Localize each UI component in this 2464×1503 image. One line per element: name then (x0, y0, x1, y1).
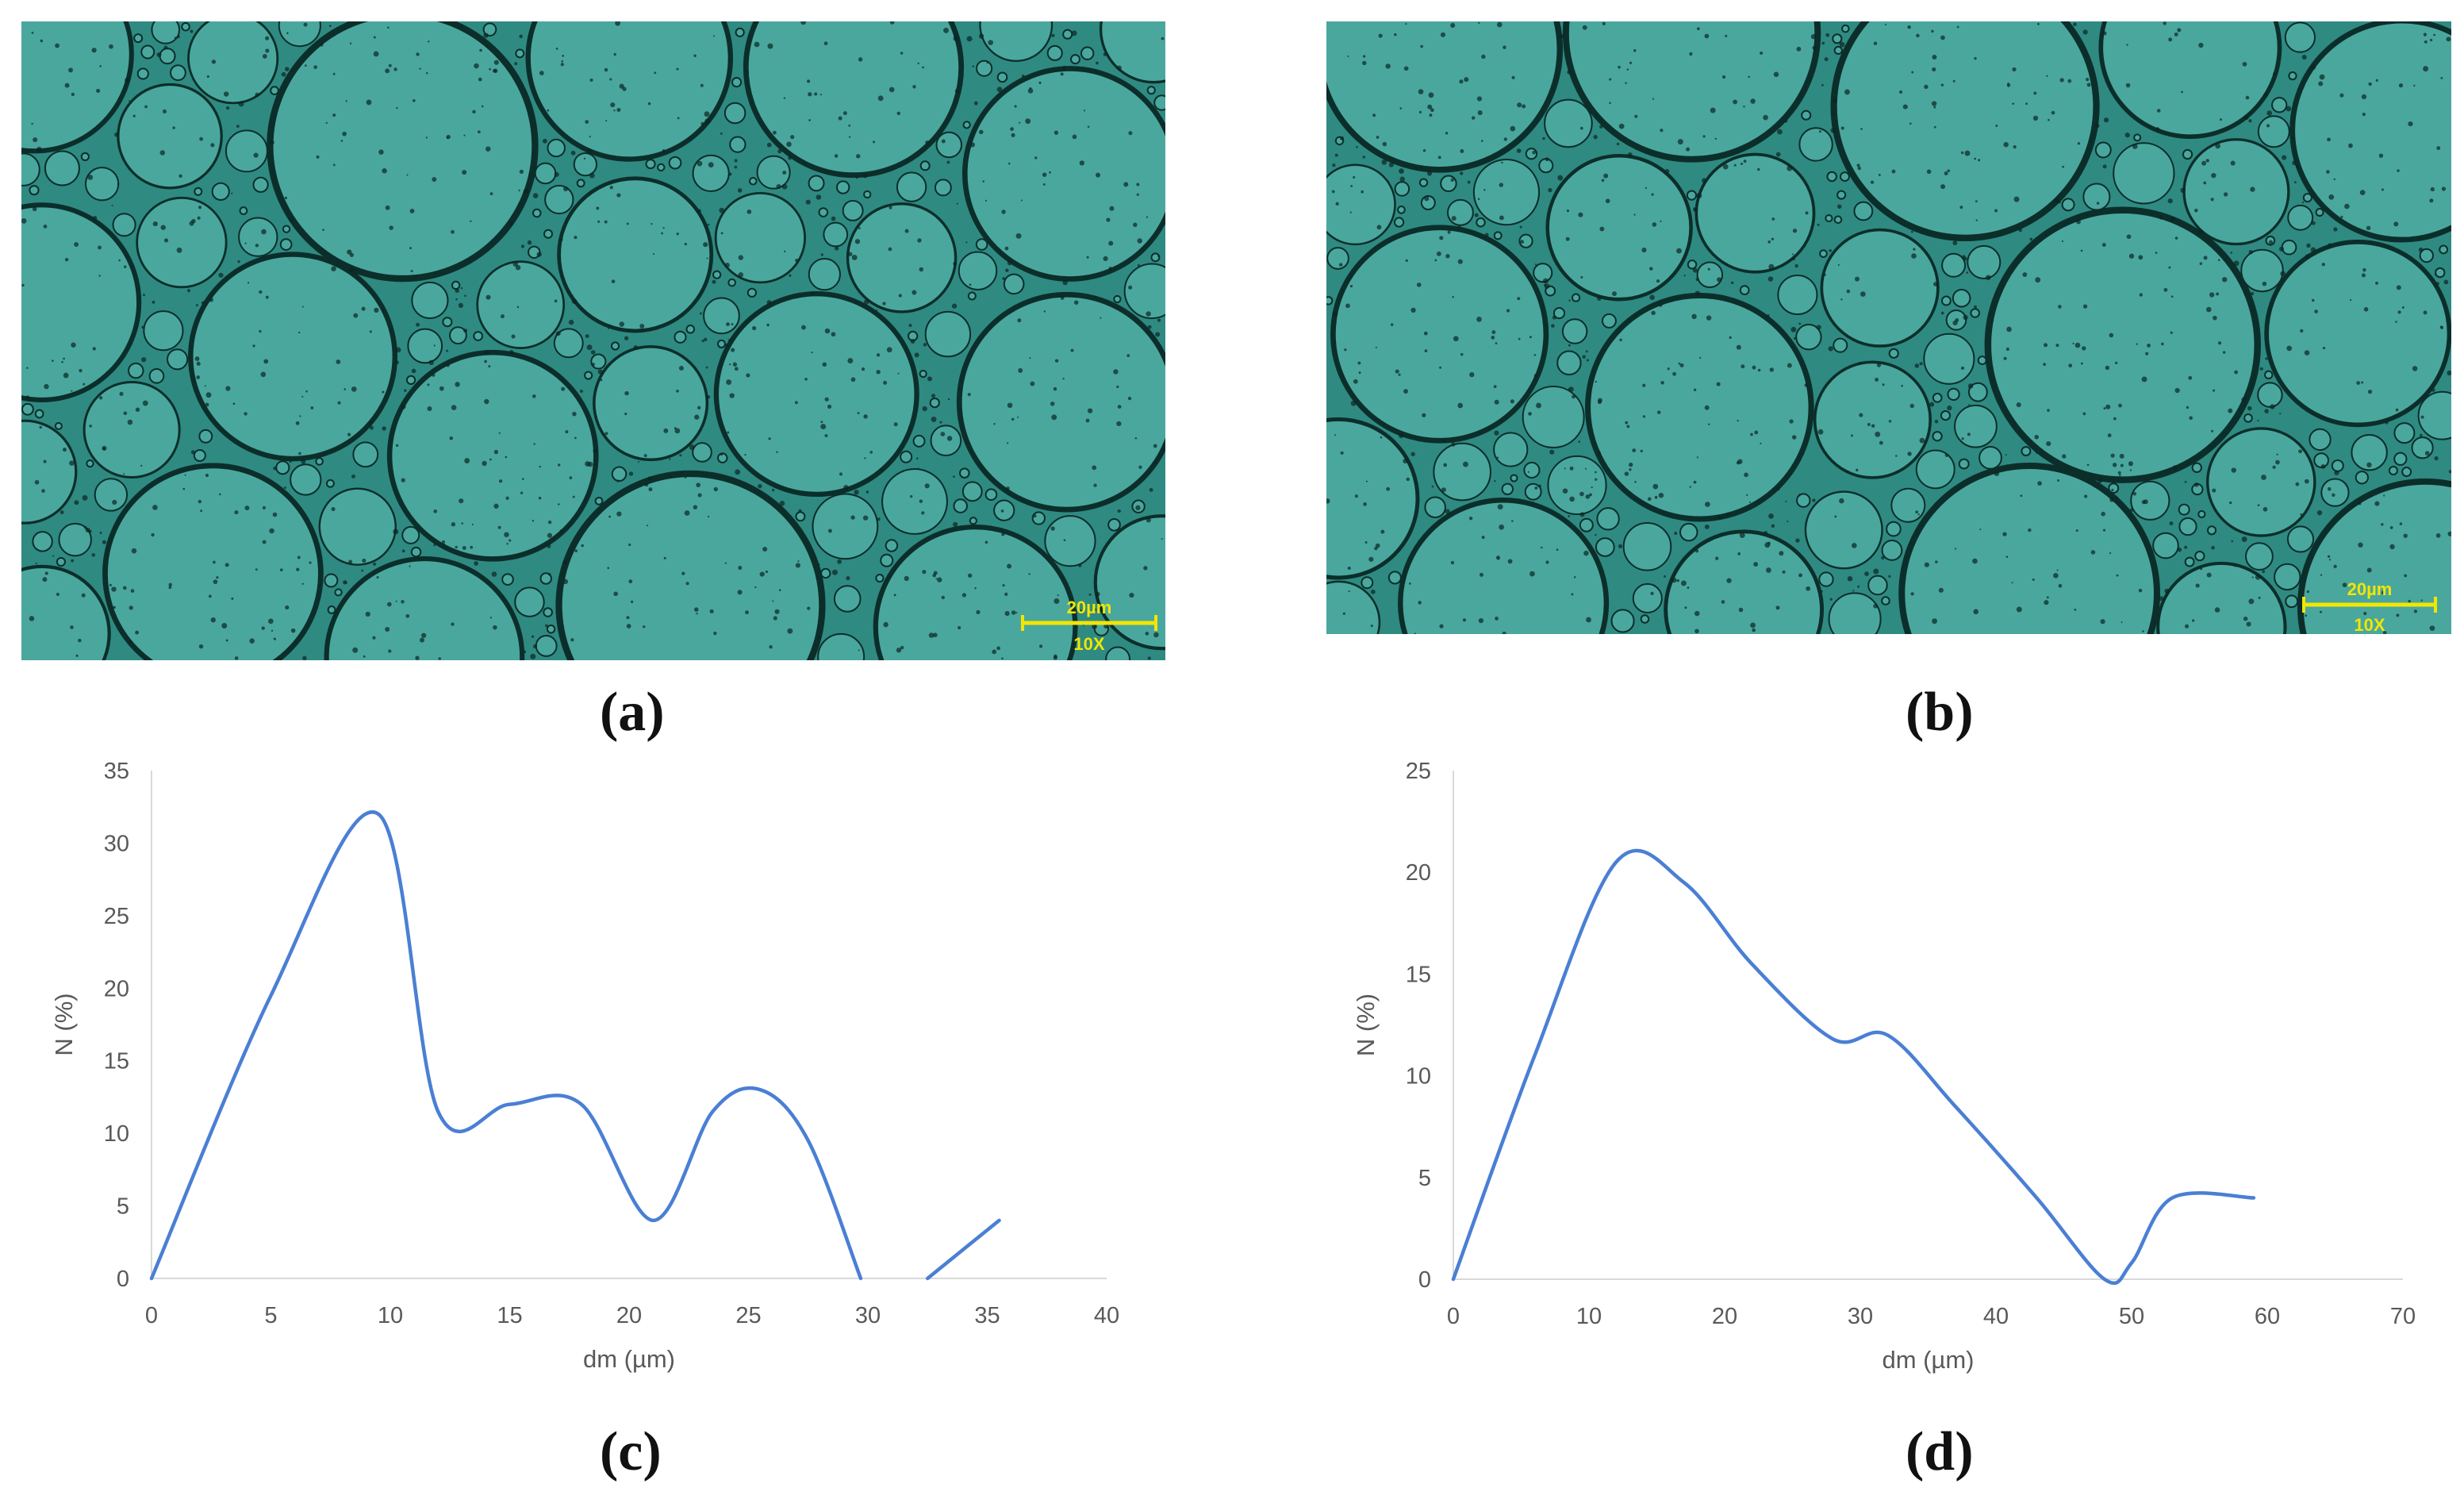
chart-c-x-tick-label: 10 (378, 1303, 403, 1328)
droplets-a (21, 21, 1165, 660)
chart-d-y-tick-label: 5 (1418, 1166, 1431, 1191)
chart-d-y-tick-label: 25 (1406, 759, 1431, 784)
micrograph-b: 20µm 10X (1326, 21, 2451, 634)
chart-c-x-tick-label: 30 (855, 1303, 881, 1328)
chart-c-y-tick-label: 30 (104, 831, 129, 856)
chart-d-y-tick-label: 20 (1406, 860, 1431, 886)
chart-d-x-tick-label: 0 (1447, 1304, 1460, 1329)
chart-c-x-axis-title: dm (µm) (583, 1345, 675, 1373)
magnification-label-b: 10X (2354, 615, 2385, 634)
micrograph-b-image: 20µm 10X (1326, 21, 2451, 634)
chart-c-y-tick-label: 15 (104, 1049, 129, 1074)
chart-c-y-tick-label: 35 (104, 759, 129, 784)
chart-d-x-tick-label: 30 (1848, 1304, 1873, 1329)
scale-bar-a: 20µm 10X (1021, 598, 1157, 654)
chart-c-y-axis-title: N (%) (50, 993, 78, 1055)
panel-label-b: (b) (1906, 682, 1974, 743)
scale-bar-label-a: 20µm (1067, 598, 1112, 617)
chart-d-y-tick-label: 0 (1418, 1267, 1431, 1293)
chart-c-y-tick-label: 10 (104, 1121, 129, 1147)
chart-d-series-line (1451, 848, 2256, 1286)
chart-c-x-tick-label: 0 (145, 1303, 158, 1328)
chart-c-x-tick-label: 5 (264, 1303, 277, 1328)
chart-c-x-tick-label: 40 (1094, 1303, 1119, 1328)
chart-c: 0 5 10 15 20 25 30 35 40 0 5 10 15 20 25 30 35 dm (µm) N (… (50, 759, 1119, 1373)
magnification-label-a: 10X (1073, 634, 1104, 654)
chart-d: 0 10 20 30 40 50 60 70 0 5 10 15 20 25 dm (µm) N (%) (1352, 759, 2416, 1374)
micrograph-a-image: 20µm 10X (21, 21, 1165, 660)
chart-c-y-tick-label: 25 (104, 904, 129, 929)
chart-d-x-tick-label: 60 (2255, 1304, 2280, 1329)
chart-d-x-tick-label: 20 (1712, 1304, 1737, 1329)
chart-d-x-tick-label: 10 (1576, 1304, 1602, 1329)
chart-d-x-tick-label: 40 (1983, 1304, 2009, 1329)
chart-d-x-tick-label: 50 (2119, 1304, 2144, 1329)
micrograph-a: 20µm 10X (21, 21, 1165, 660)
chart-c-x-tick-label: 35 (974, 1303, 1000, 1328)
chart-c-x-tick-label: 15 (497, 1303, 522, 1328)
chart-c-series-line (149, 810, 863, 1281)
panel-label-a: (a) (600, 682, 665, 743)
panel-label-c: (c) (600, 1421, 662, 1482)
chart-c-series-line (926, 1218, 1001, 1281)
scale-bar-label-b: 20µm (2347, 579, 2393, 599)
chart-c-y-tick-label: 0 (117, 1267, 129, 1292)
chart-d-x-tick-label: 70 (2390, 1304, 2416, 1329)
chart-c-y-tick-label: 20 (104, 976, 129, 1001)
scale-bar-b: 20µm 10X (2302, 579, 2437, 634)
chart-c-y-tick-label: 5 (117, 1194, 129, 1220)
chart-d-y-tick-label: 15 (1406, 962, 1431, 987)
chart-d-x-axis-title: dm (µm) (1882, 1346, 1974, 1374)
chart-d-y-axis-title: N (%) (1352, 994, 1380, 1056)
droplets-b (1326, 21, 2451, 634)
panel-label-d: (d) (1906, 1421, 1974, 1482)
chart-c-x-tick-label: 20 (616, 1303, 642, 1328)
chart-d-y-tick-label: 10 (1406, 1064, 1431, 1090)
chart-c-x-tick-label: 25 (735, 1303, 761, 1328)
